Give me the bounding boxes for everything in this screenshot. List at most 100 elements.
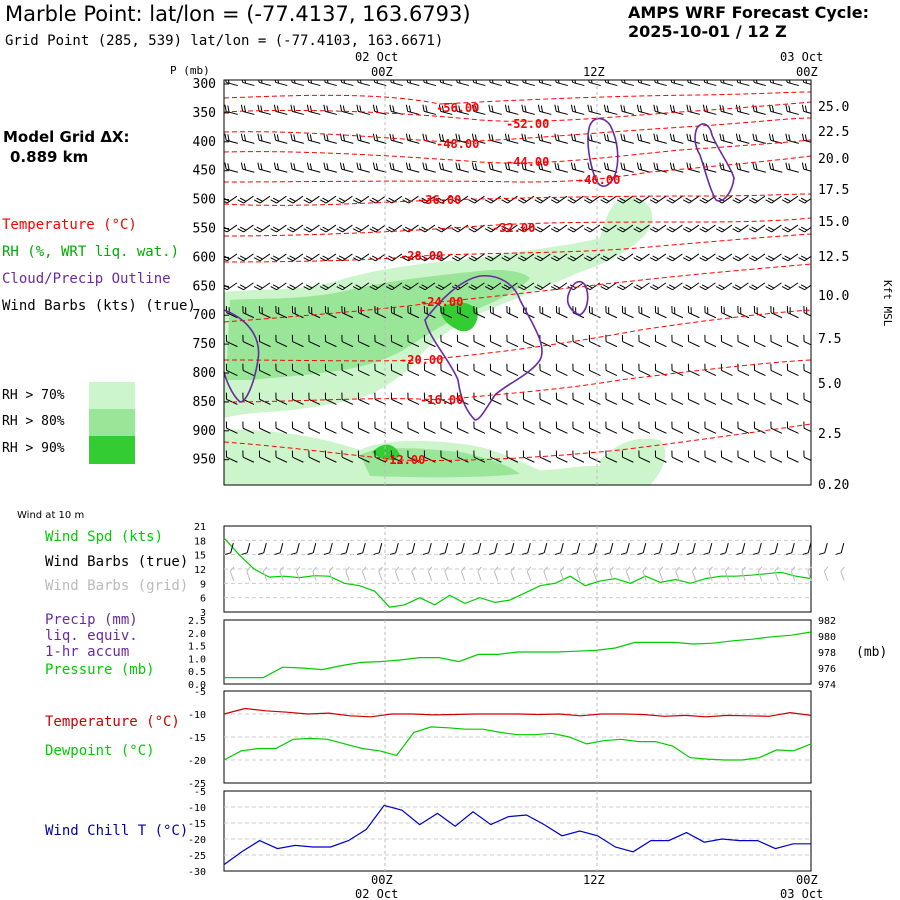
pressure-panel: 2.5 2.0 1.51.0 0.5 0.0 982 980 978 976 974 (mb) bbox=[188, 616, 887, 691]
legend-barbs-grid: Wind Barbs (grid) bbox=[45, 578, 189, 594]
forecast-cycle-label: AMPS WRF Forecast Cycle: bbox=[628, 3, 870, 22]
wind-barb bbox=[653, 162, 667, 173]
wind-barb bbox=[765, 195, 782, 204]
wind-barb bbox=[687, 305, 700, 319]
wind-barb bbox=[290, 80, 304, 87]
wind-barb bbox=[357, 421, 370, 434]
isotherm-label: -44.00 bbox=[506, 155, 549, 169]
wind-barb bbox=[303, 253, 320, 262]
wind-barb bbox=[600, 224, 617, 233]
wind-barb bbox=[636, 104, 651, 115]
y-tick-label: 1.0 bbox=[188, 654, 206, 665]
wind-barb bbox=[407, 392, 420, 405]
wind-barb bbox=[534, 253, 551, 262]
wind-barb bbox=[224, 162, 238, 173]
model-grid-value: 0.889 km bbox=[10, 148, 89, 166]
true-wind-barb bbox=[538, 543, 548, 555]
pressure-tick-label: 300 bbox=[193, 77, 216, 92]
grid-wind-barb bbox=[675, 566, 680, 581]
wind-barb bbox=[339, 80, 354, 87]
wind-barb bbox=[720, 305, 733, 319]
upper-cross-section: -56.00 -52.00 -48.00 -44.00 -40.00 -36.00 -32.… bbox=[170, 50, 894, 493]
wind-barb bbox=[306, 80, 321, 87]
wind-barb bbox=[324, 421, 337, 434]
wind-barb bbox=[587, 162, 601, 173]
wind-barb bbox=[522, 450, 535, 463]
y-tick-label: 0.5 bbox=[188, 667, 206, 678]
wind-barb bbox=[257, 162, 271, 173]
wind-barb bbox=[357, 363, 370, 376]
wind-barb bbox=[621, 450, 634, 463]
wind-barb bbox=[225, 421, 238, 434]
y-tick-label: -20 bbox=[188, 835, 206, 846]
isotherm-labels: -56.00 -52.00 -48.00 -44.00 -40.00 -36.00 -32.… bbox=[382, 101, 620, 467]
wind-barb bbox=[735, 104, 750, 115]
wind-barb bbox=[237, 253, 254, 262]
wind-barb bbox=[504, 104, 519, 115]
wind-barb bbox=[488, 133, 502, 144]
wind-barb bbox=[237, 195, 254, 204]
wind-barb bbox=[456, 421, 469, 434]
wind-barb bbox=[616, 253, 634, 262]
wind-barb bbox=[737, 392, 750, 405]
true-wind-barb bbox=[241, 543, 251, 555]
wind-barb bbox=[732, 282, 749, 291]
grid-wind-barb bbox=[246, 566, 251, 581]
wind-barb bbox=[438, 80, 453, 87]
wind-barb bbox=[423, 421, 436, 434]
y-tick-label: 21 bbox=[194, 522, 206, 533]
wind-barb bbox=[768, 80, 783, 87]
grid-wind-barb bbox=[444, 566, 449, 581]
wind-barb bbox=[583, 195, 601, 204]
wind-barb bbox=[765, 224, 782, 233]
wind-barb bbox=[423, 334, 436, 348]
isotherm-label: -16.00 bbox=[420, 393, 463, 407]
wind-barb bbox=[737, 421, 750, 434]
grid-wind-barb bbox=[790, 566, 796, 581]
isotherm-minus-48 bbox=[224, 117, 811, 143]
wind-barb bbox=[649, 224, 667, 233]
wind-barb bbox=[374, 363, 387, 376]
wind-barb bbox=[468, 224, 485, 233]
true-wind-barb bbox=[554, 543, 564, 555]
wind-barb bbox=[654, 305, 667, 319]
grid-wind-barb bbox=[345, 566, 350, 581]
legend-dewpoint: Dewpoint (°C) bbox=[45, 743, 155, 759]
wind-barb bbox=[308, 363, 321, 376]
true-wind-barb bbox=[455, 543, 465, 555]
wind-barb bbox=[521, 162, 535, 173]
wind-barb bbox=[534, 195, 551, 204]
wind-barb bbox=[356, 133, 370, 144]
wind-barb bbox=[732, 195, 749, 204]
isotherm-minus-56 bbox=[224, 91, 811, 105]
wind-barb bbox=[605, 421, 618, 434]
wind-barb bbox=[686, 104, 700, 115]
wind-barb bbox=[654, 421, 667, 434]
wind-barb bbox=[407, 334, 420, 348]
wind-barb bbox=[605, 334, 618, 348]
wind-barb bbox=[323, 104, 337, 115]
wind-barb bbox=[748, 195, 766, 204]
y-tick-label: 2.0 bbox=[188, 629, 206, 640]
wind-barb bbox=[753, 305, 766, 319]
wind-barb bbox=[682, 282, 700, 291]
y-tick-label: -15 bbox=[188, 819, 206, 830]
wind-barb bbox=[291, 421, 304, 434]
wind-barb bbox=[319, 195, 337, 204]
wind-barb bbox=[506, 392, 519, 405]
wind-barb bbox=[369, 224, 386, 233]
wind-barb bbox=[786, 450, 799, 463]
wind-barb bbox=[537, 162, 552, 173]
wind-barb bbox=[357, 392, 370, 405]
pressure-axis-title: P (mb) bbox=[170, 64, 210, 77]
wind-barb-field bbox=[224, 80, 811, 463]
wind-barb bbox=[687, 363, 700, 376]
kft-tick-label: 15.0 bbox=[818, 215, 849, 230]
y-tick-label: 12 bbox=[194, 565, 206, 576]
y-tick-label: -5 bbox=[194, 687, 206, 698]
wind-barb bbox=[504, 133, 519, 144]
wind-barb bbox=[468, 253, 485, 262]
wind-barb bbox=[537, 80, 552, 87]
wind-barb bbox=[587, 80, 601, 87]
